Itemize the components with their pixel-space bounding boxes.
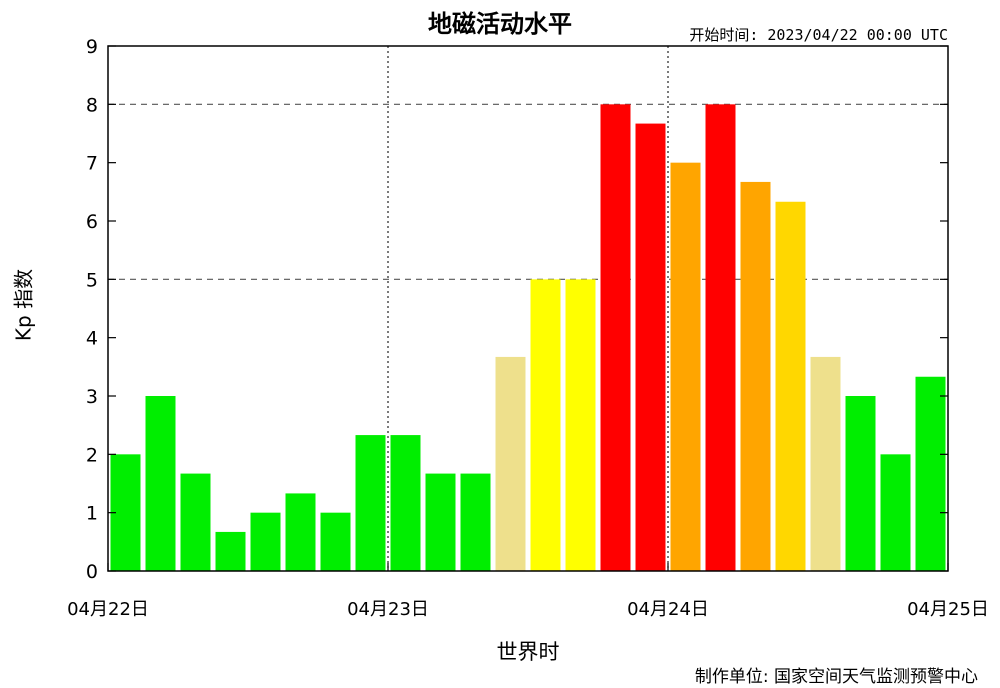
y-tick-label: 4 <box>86 328 98 350</box>
kp-bar <box>390 435 421 571</box>
y-tick-label: 0 <box>86 561 98 583</box>
y-tick-label: 5 <box>86 269 98 291</box>
kp-bar <box>845 396 876 571</box>
y-tick-label: 6 <box>86 211 98 233</box>
y-tick-label: 9 <box>86 36 98 58</box>
kp-bar <box>670 162 701 571</box>
credit-label: 制作单位: 国家空间天气监测预警中心 <box>694 667 978 687</box>
kp-bar <box>215 531 246 571</box>
kp-bar <box>495 356 526 571</box>
y-tick-label: 2 <box>86 444 98 466</box>
kp-bar <box>530 279 561 571</box>
kp-bar <box>775 201 806 571</box>
x-tick-label: 04月25日 <box>907 599 989 620</box>
kp-bar <box>460 473 491 571</box>
kp-bar <box>320 512 351 571</box>
kp-bar <box>880 454 911 571</box>
x-tick-label: 04月22日 <box>67 599 149 620</box>
y-tick-label: 1 <box>86 503 98 525</box>
plot-frame <box>107 45 949 572</box>
kp-bar <box>740 181 771 571</box>
kp-bar <box>425 473 456 571</box>
kp-bar <box>565 279 596 571</box>
kp-bar <box>355 435 386 571</box>
kp-bar <box>145 396 176 571</box>
kp-bar <box>810 356 841 571</box>
kp-bar <box>915 376 946 571</box>
y-tick-label: 8 <box>86 94 98 116</box>
x-axis-label: 世界时 <box>496 640 560 664</box>
kp-bar <box>635 123 666 571</box>
kp-bar <box>180 473 211 571</box>
start-time-label: 开始时间: 2023/04/22 00:00 UTC <box>689 26 948 44</box>
y-tick-label: 3 <box>86 386 98 408</box>
kp-bar <box>705 104 736 571</box>
x-tick-label: 04月23日 <box>347 599 429 620</box>
kp-bar <box>285 493 316 571</box>
kp-bar <box>250 512 281 571</box>
chart-title: 地磁活动水平 <box>428 10 572 38</box>
kp-bar <box>600 104 631 571</box>
x-tick-label: 04月24日 <box>627 599 709 620</box>
y-tick-label: 7 <box>86 153 98 175</box>
